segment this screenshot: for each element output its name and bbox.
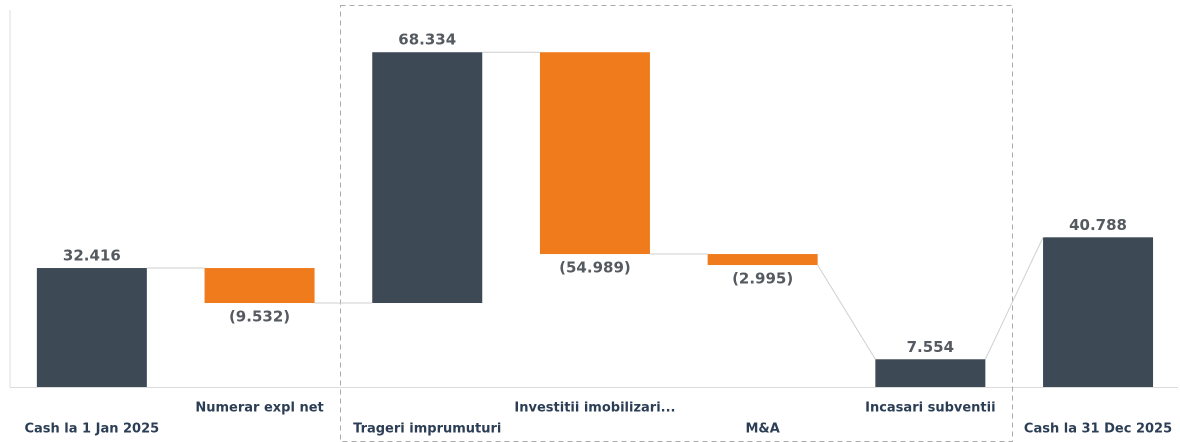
bar — [875, 359, 986, 387]
x-tick-label: Numerar expl net — [195, 401, 323, 416]
x-tick-label: Cash la 31 Dec 2025 — [1024, 422, 1172, 437]
bar — [204, 268, 315, 304]
bar — [36, 268, 147, 387]
data-label: (9.532) — [229, 308, 290, 326]
bar — [539, 52, 650, 255]
x-tick-label: Cash la 1 Jan 2025 — [24, 422, 159, 437]
data-label: 40.788 — [1069, 216, 1127, 234]
data-label: (54.989) — [559, 259, 631, 277]
data-label: (2.995) — [732, 270, 793, 288]
connector — [984, 237, 1044, 360]
bar — [707, 254, 818, 266]
x-tick-label: M&A — [745, 422, 779, 437]
x-tick-label: Incasari subventii — [865, 401, 995, 416]
data-label: 68.334 — [398, 31, 456, 49]
connector — [817, 264, 876, 360]
data-label: 32.416 — [63, 247, 121, 265]
bar — [1043, 237, 1154, 387]
bar — [372, 52, 483, 304]
x-tick-label: Investitii imobilizari... — [514, 401, 675, 416]
x-tick-label: Trageri imprumuturi — [353, 422, 501, 437]
data-label: 7.554 — [907, 338, 954, 356]
